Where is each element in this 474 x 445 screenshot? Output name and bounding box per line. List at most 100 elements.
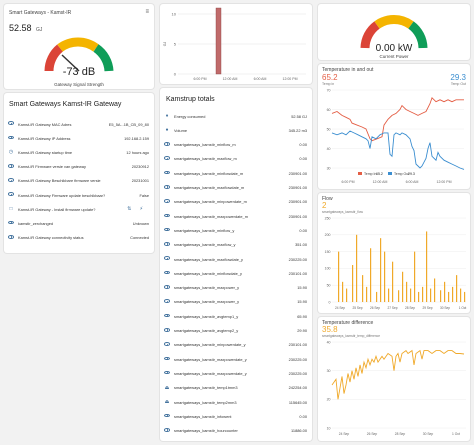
gateway_card-row[interactable]: kamstir_zerchanged Unknown xyxy=(4,217,154,229)
gateway_card-row[interactable]: □ Kamst-IR Gateway - Install firmware upd… xyxy=(4,203,154,215)
flow-spike xyxy=(342,281,344,302)
totals_card-row[interactable]: smartgateways_kamstir_minflow_y 0.00 xyxy=(160,224,312,236)
eye-icon xyxy=(160,313,174,319)
gateway_card-row[interactable]: ◷ Kamst-IR Gateway startup time 12 hours a… xyxy=(4,146,154,158)
eye-icon xyxy=(4,220,18,226)
flow-card: Flow 2 smartgateways_kamstir_flow 250 200… xyxy=(318,193,470,313)
histogram-bar xyxy=(215,7,222,75)
totals_card-row[interactable]: smartgateways_kamstir_maxpower_y 15.90 xyxy=(160,282,312,294)
totals_card-row-label: smartgateways_kamstir_minpowerdate_y xyxy=(174,342,246,348)
legend-swatch-out xyxy=(388,172,392,175)
eye-icon xyxy=(160,199,174,205)
temp-diff-chart: 40 30 20 10 24 Sep 26 Sep 28 Sep 30 Sep 1 Oct xyxy=(327,340,466,436)
totals_card-row-label: smartgateways_kamstir_avgtemp1_y xyxy=(174,313,239,319)
totals_card-row-value: 345.22 m3 xyxy=(288,127,307,133)
totals_card-row[interactable]: smartgateways_kamstir_minpowerdate_m 2309… xyxy=(160,196,312,208)
x-tick-label: 24 Sep xyxy=(335,306,345,310)
legend-value-in: 65.2 xyxy=(376,172,383,176)
totals_card-row-value: 0.00 xyxy=(299,413,307,419)
gateway_card-row-value: 12 hours ago xyxy=(126,149,149,155)
totals_card-row[interactable]: smartgateways_kamstir_maxpowerdate_y 2302… xyxy=(160,353,312,365)
gateway_card-row[interactable]: Kamst-IR Gateway Firmware update beschik… xyxy=(4,189,154,201)
totals_card-row[interactable]: smartgateways_kamstir_minflowdate_y 23010… xyxy=(160,267,312,279)
gateway_card-row-label: Kamst-IR Gateway Firmware update beschik… xyxy=(18,192,106,198)
totals_card-row-label: smartgateways_kamstir_maxpower_y xyxy=(174,299,240,305)
totals_card-row[interactable]: ● Volume 345.22 m3 xyxy=(160,124,312,136)
flow-spike xyxy=(376,291,378,302)
x-tick-label: 27 Sep xyxy=(387,306,397,310)
totals_card-row-label: smartgateways_kamstir_maxflowdate_m xyxy=(174,185,245,190)
totals_card-row[interactable]: smartgateways_kamstir_hourcounter 11886.0… xyxy=(160,425,312,437)
totals_card-row-value: 115645.00 xyxy=(288,399,307,405)
totals_card-row-value: 65.90 xyxy=(297,313,307,319)
totals_card-row-value: 15.90 xyxy=(297,299,307,305)
flow-spike xyxy=(352,265,354,302)
totals_card-row-value: 0.00 xyxy=(299,227,307,233)
x-tick-label: 30 Sep xyxy=(440,306,450,310)
eye-icon xyxy=(160,256,174,262)
y-tick-label: 0 xyxy=(174,72,177,77)
totals_card-row-value: 242254.00 xyxy=(288,385,307,391)
signal-card-title: Smart Gateways - Kamst-IR xyxy=(9,10,72,16)
totals_card-row[interactable]: ⏏ smartgateways_kamstir_temp1tmm3 242254.0… xyxy=(160,382,312,394)
totals_card-row[interactable]: smartgateways_kamstir_avgtemp1_y 65.90 xyxy=(160,310,312,322)
y-tick-label: 0 xyxy=(329,300,331,304)
totals_card-row[interactable]: smartgateways_kamstir_maxpowerdate_y 2302… xyxy=(160,367,312,379)
energy-histogram: 10 5 0 GJ 6:00 PM 12:00 AM 6:00 AM 12:00 PM xyxy=(163,7,306,81)
gateway_card-row[interactable]: Kamst-IR Gateway connectivity status Conn… xyxy=(4,232,154,244)
totals_card-row-label: smartgateways_kamstir_maxpower_y xyxy=(174,285,240,291)
flow-spike xyxy=(456,275,458,302)
gateway_card-row-label: Kamst-IR Firmware versie van gateway xyxy=(18,164,86,170)
eye-icon xyxy=(160,356,174,362)
y-tick-label: 10 xyxy=(327,426,331,430)
gateway_card-row[interactable]: Kamst-IR Firmware versie van gateway 2023… xyxy=(4,161,154,173)
bars-icon[interactable]: ≡ xyxy=(145,9,149,15)
flow-spike xyxy=(430,288,432,302)
power-gauge: 0.00 kW Current Power xyxy=(360,15,428,59)
flow-spike xyxy=(406,281,408,302)
totals_card-row[interactable]: smartgateways_kamstir_minflowdate_m 23090… xyxy=(160,167,312,179)
eye-icon xyxy=(160,327,174,334)
totals_card-row[interactable]: smartgateways_kamstir_minflow_m 0.00 xyxy=(160,139,312,151)
totals_card-row[interactable]: smartgateways_kamstir_maxflow_m 0.00 xyxy=(160,153,312,165)
totals_card-row-label: smartgateways_kamstir_maxflow_m xyxy=(174,156,237,162)
legend-value-out: 29.3 xyxy=(408,172,415,176)
flow-chart: 250 200 150 100 50 0 24 Sep 25 Sep 26 Sep 27 Sep 2… xyxy=(325,216,467,310)
signal-card: Smart Gateways - Kamst-IR ≡ 52.58 GJ -73… xyxy=(4,4,154,89)
temp-out-series-line xyxy=(331,130,465,170)
totals_card-row-label: smartgateways_kamstir_minflow_y xyxy=(174,227,235,233)
x-tick-label: 29 Sep xyxy=(422,306,432,310)
gateway_card-row[interactable]: Kamst-IR Gateway MAC Adres E5_5A...1B_CB_… xyxy=(4,118,154,130)
totals_card-row[interactable]: ♦ Energy consumed 52.58 GJ xyxy=(160,110,312,122)
totals_card-row[interactable]: smartgateways_kamstir_maxpower_y 15.90 xyxy=(160,296,312,308)
totals_card-row[interactable]: ⏏ smartgateways_kamstir_temp2mm3 115645.00 xyxy=(160,396,312,408)
x-tick-label: 30 Sep xyxy=(423,432,434,436)
flash-icon[interactable]: ⚡ xyxy=(139,206,143,213)
totals_card-row[interactable]: smartgateways_kamstir_maxflowdate_y 23022… xyxy=(160,253,312,265)
totals_card-row[interactable]: smartgateways_kamstir_avgtemp2_y 29.90 xyxy=(160,325,312,337)
gateway_card-row[interactable]: Kamst-IR Gateway Beschikbare firmware ve… xyxy=(4,175,154,187)
gateway_card-row[interactable]: Kamst-IR Gateway IP Address 192.168.2.159 xyxy=(4,132,154,144)
x-tick-label: 12:00 PM xyxy=(283,77,298,81)
gateway-card: Smart Gateways Kamst-IR Gateway Kamst-IR… xyxy=(4,93,154,253)
install-update-icon[interactable]: ⇅ xyxy=(127,206,132,213)
totals_card-row-value: 29.90 xyxy=(297,328,307,333)
totals_card-row-value: 0.00 xyxy=(299,142,307,148)
totals_card-row[interactable]: smartgateways_kamstir_infowent 0.00 xyxy=(160,410,312,422)
temp-in-series-line xyxy=(331,96,464,142)
totals_card-row[interactable]: smartgateways_kamstir_maxflow_y 351.00 xyxy=(160,239,312,251)
totals_card-row-value: 52.58 GJ xyxy=(291,113,307,119)
totals_card-row[interactable]: smartgateways_kamstir_maxflowdate_m 23090… xyxy=(160,182,312,194)
flow-spike xyxy=(452,286,454,302)
totals_card-row[interactable]: smartgateways_kamstir_maxpowerdate_m 2309… xyxy=(160,210,312,222)
flow-spike xyxy=(356,234,358,302)
totals_card-row-label: smartgateways_kamstir_hourcounter xyxy=(174,428,238,434)
legend-swatch-in xyxy=(358,172,362,175)
totals_card-row-value: 11886.00 xyxy=(291,428,307,434)
totals_card-row[interactable]: smartgateways_kamstir_minpowerdate_y 2301… xyxy=(160,339,312,351)
totals_card-row-value: 230101.00 xyxy=(288,270,307,276)
gateway_card-row-value: 20230912 xyxy=(131,164,149,170)
gateway_card-row-label: Kamst-IR Gateway Beschikbare firmware ve… xyxy=(18,178,101,184)
gateway_card-row-value: 20231001 xyxy=(131,178,149,184)
legend-label-out: Temp Out xyxy=(394,172,409,176)
